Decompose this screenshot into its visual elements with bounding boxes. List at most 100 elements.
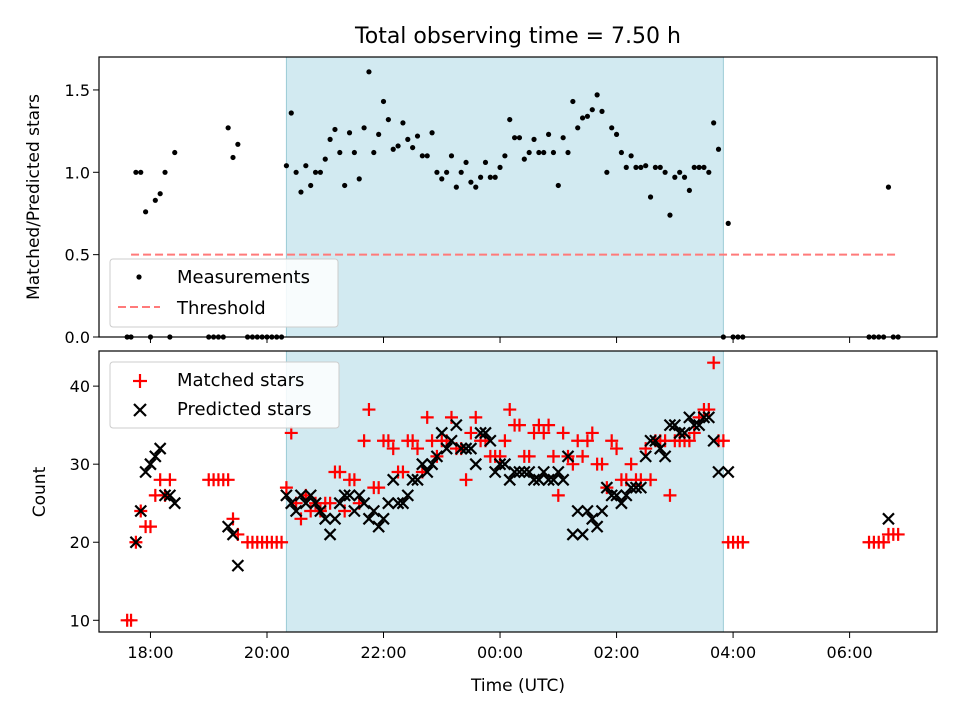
predicted-legend-marker (133, 403, 147, 417)
measurement-point (599, 108, 605, 114)
bottom-panel-x-ticks: 18:00 20:00 22:00 00:00 02:00 04:00 06:00 (127, 632, 873, 662)
matched-stars-point (333, 465, 347, 479)
top-panel-legend: Measurements Threshold (109, 258, 339, 328)
predicted-stars-point (377, 512, 390, 526)
predicted-stars-point (590, 520, 604, 533)
predicted-stars-point (882, 512, 895, 526)
predicted-stars-point (702, 411, 716, 424)
measurement-point (453, 184, 459, 190)
predicted-stars-point (318, 512, 332, 526)
predicted-stars-point (440, 442, 453, 455)
measurement-point (225, 125, 231, 131)
top-legend-box (109, 258, 339, 328)
predicted-stars-point (522, 465, 536, 479)
measurement-point (541, 149, 547, 156)
measurement-point (230, 154, 236, 161)
measurement-point (638, 164, 644, 170)
predicted-stars-point (678, 426, 691, 440)
measurement-point (473, 184, 479, 190)
measurement-point (652, 164, 659, 170)
top-panel-frame (98, 56, 938, 338)
measurement-point (657, 164, 663, 170)
measurement-point (322, 156, 328, 162)
y-tick-label: 1.5 (65, 81, 90, 100)
predicted-stars-point (454, 442, 468, 455)
x-tick-label: 06:00 (827, 643, 873, 662)
measurement-point (424, 153, 430, 159)
measurement-point (550, 149, 557, 156)
predicted-stars-point (348, 504, 361, 518)
matched-stars-point (877, 535, 891, 549)
measurement-point (545, 131, 552, 138)
x-axis-label: Time (UTC) (470, 676, 565, 696)
measurement-point (696, 164, 702, 170)
predicted-stars-point (619, 489, 633, 502)
predicted-stars-point (450, 418, 463, 432)
predicted-stars-point (479, 426, 492, 440)
x-tick-label: 02:00 (594, 643, 640, 662)
measurement-point (672, 174, 678, 180)
measurement-point (283, 163, 290, 169)
predicted-stars-point (721, 465, 735, 479)
predicted-stars-point (333, 496, 347, 510)
measurement-point (298, 189, 304, 195)
predicted-stars-point (304, 489, 317, 502)
predicted-stars-point (362, 512, 376, 526)
measurement-point (434, 169, 440, 175)
predicted-stars-point (464, 442, 478, 455)
measurement-point (448, 153, 455, 159)
measurement-point (371, 149, 377, 156)
matched-stars-point (580, 434, 594, 448)
measurement-point (633, 164, 639, 170)
predicted-stars-point (561, 450, 575, 463)
predicted-stars-point (624, 481, 638, 494)
predicted-stars-point (343, 489, 356, 502)
measurement-point (643, 163, 649, 169)
predicted-stars-point (338, 489, 351, 502)
predicted-stars-point (153, 442, 167, 455)
measurement-point (487, 174, 493, 180)
predicted-stars-point (532, 473, 546, 487)
matched-stars-point (551, 488, 565, 502)
measurement-point (565, 149, 571, 156)
bottom-panel-frame (98, 350, 938, 633)
predicted-stars-point (459, 442, 473, 455)
predicted-stars-point (605, 489, 618, 502)
measurement-point (342, 182, 348, 189)
measurements-legend-label: Measurements (177, 267, 310, 288)
bottom-panel-shaded-interval (285, 350, 724, 633)
top-panel: Total observing time = 7.50 h 0.0 0.5 1.0 1… (24, 24, 938, 347)
measurement-point (492, 174, 498, 180)
predicted-stars-point (134, 504, 148, 518)
measurement-point (531, 136, 537, 142)
measurement-point (613, 131, 620, 138)
matched-stars-point (556, 426, 570, 440)
measurement-point (444, 169, 450, 175)
measurement-point (516, 135, 523, 141)
matched-stars-point (707, 356, 721, 370)
predicted-stars-point (547, 473, 560, 487)
measurement-point (317, 169, 323, 175)
predicted-stars-point (712, 465, 725, 479)
predicted-stars-point (566, 528, 580, 541)
predicted-stars-point (435, 426, 449, 440)
measurement-point (380, 98, 387, 105)
predicted-stars-point (576, 528, 589, 541)
x-tick-label: 18:00 (127, 643, 173, 662)
measurement-point (172, 149, 178, 156)
predicted-stars-point (663, 418, 677, 432)
predicted-stars-point (425, 457, 439, 471)
predicted-stars-point (280, 489, 293, 502)
matched-stars-point (644, 473, 658, 487)
matched-stars-point (605, 434, 619, 448)
measurement-point (497, 164, 503, 170)
predicted-stars-point (411, 473, 424, 487)
predicted-stars-point (673, 426, 686, 440)
measurement-point (385, 116, 391, 123)
measurement-point (463, 159, 469, 166)
measurement-point (711, 120, 717, 126)
measurement-point (667, 212, 673, 218)
measurement-point (555, 182, 561, 189)
measurement-point (400, 120, 406, 126)
measurement-point (332, 126, 338, 133)
